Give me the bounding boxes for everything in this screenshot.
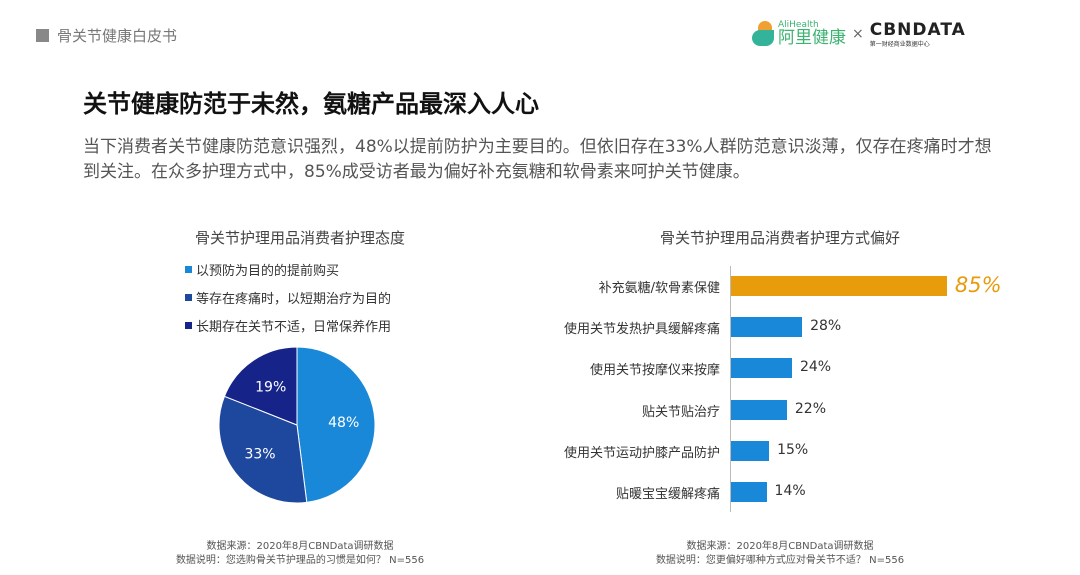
- bar-category-label: 贴暖宝宝缓解疼痛: [615, 487, 720, 502]
- cbndata-logo: CBNDATA 第一财经商业数据中心: [869, 20, 966, 49]
- bar-chart-title: 骨关节护理用品消费者护理方式偏好: [659, 229, 900, 247]
- bar-value-label: 28%: [810, 318, 842, 335]
- pie-slice-label: 48%: [328, 415, 359, 431]
- pie-slice: [223, 346, 298, 426]
- legend-item: 长期存在关节不适，日常保养作用: [185, 316, 391, 335]
- section-title: 骨关节健康白皮书: [57, 27, 178, 45]
- description: 当下消费者关节健康防范意识强烈，48%以提前防护为主要目的。但依旧存在33%人群…: [83, 137, 992, 182]
- page-title: 关节健康防范于未然，氨糖产品最深入人心: [83, 90, 539, 118]
- bar-value-label: 85%: [954, 273, 1002, 297]
- footnote-left: 数据来源：2020年8月CBNData调研数据 数据说明：您选购骨关节护理品的习惯…: [175, 541, 425, 566]
- legend-swatch: [185, 322, 192, 329]
- legend-swatch: [185, 266, 192, 273]
- logo-group: AliHealth 阿里健康 × CBNDATA 第一财经商业数据中心: [752, 20, 966, 48]
- alihealth-logo-icon: [752, 21, 774, 47]
- pie-slice: [218, 395, 308, 504]
- pie-slice-label: 33%: [244, 447, 275, 463]
- footnote-right: 数据来源：2020年8月CBNData调研数据 数据说明：您更偏好哪种方式应对骨关…: [655, 541, 905, 566]
- legend-item: 以预防为目的的提前购买: [185, 260, 339, 279]
- bar: [731, 399, 787, 420]
- square-icon: [36, 29, 49, 42]
- legend-item: 等存在疼痛时，以短期治疗为目的: [185, 288, 391, 307]
- bar-category-label: 补充氨糖/软骨素保健: [598, 281, 720, 296]
- bar-category-label: 贴关节贴治疗: [641, 404, 720, 420]
- bar: [731, 358, 792, 379]
- bar: [731, 276, 947, 296]
- legend-swatch: [185, 294, 192, 301]
- bar-value-label: 15%: [777, 441, 809, 458]
- bar: [731, 440, 770, 461]
- section-header: 骨关节健康白皮书: [36, 25, 177, 46]
- bar-axis: [730, 266, 731, 512]
- legend-label: 以预防为目的的提前购买: [196, 264, 340, 279]
- times-sign: ×: [852, 26, 864, 42]
- legend-label: 长期存在关节不适，日常保养作用: [196, 320, 392, 335]
- bar: [731, 317, 803, 338]
- pie-chart-title: 骨关节护理用品消费者护理态度: [194, 229, 405, 247]
- bar-category-label: 使用关节运动护膝产品防护: [563, 445, 720, 461]
- bar-category-label: 使用关节按摩仪来按摩: [589, 363, 720, 379]
- bar-value-label: 14%: [774, 483, 806, 499]
- bar: [731, 482, 767, 502]
- alihealth-logo: AliHealth 阿里健康: [778, 20, 846, 48]
- legend-label: 等存在疼痛时，以短期治疗为目的: [196, 292, 392, 307]
- bar-value-label: 24%: [799, 359, 832, 376]
- pie-slice-label: 19%: [255, 379, 286, 395]
- bar-value-label: 22%: [794, 400, 826, 417]
- pie-slice: [296, 346, 376, 503]
- bar-category-label: 使用关节发热护具缓解疼痛: [563, 322, 720, 338]
